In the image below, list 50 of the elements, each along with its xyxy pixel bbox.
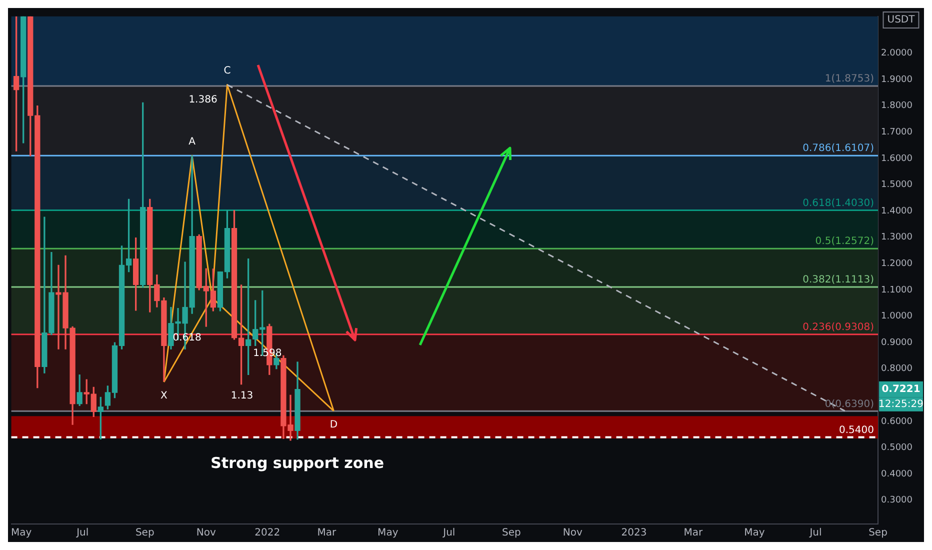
annotation: C	[224, 65, 231, 76]
y-axis-title: USDT	[887, 14, 916, 26]
annotation: A	[188, 136, 196, 148]
ref-line-label: 0.5(1.2572)	[815, 236, 874, 248]
ref-line-label: 0.382(1.1113)	[802, 274, 874, 286]
y-tick-label: 1.0000	[881, 312, 913, 322]
annotation: 0.7221	[882, 384, 920, 395]
x-tick-label: Nov	[196, 528, 216, 539]
y-tick-label: 1.3000	[881, 232, 913, 243]
x-tick-label: 2023	[621, 528, 647, 539]
y-tick-label: 0.4000	[881, 469, 913, 480]
y-tick-label: 1.7000	[881, 127, 913, 138]
y-tick-label: 0.5000	[881, 443, 913, 454]
x-tick-label: Mar	[684, 528, 704, 539]
annotation: D	[330, 420, 338, 430]
x-tick-label: Jul	[76, 528, 89, 539]
annotation: 1.13	[230, 390, 254, 402]
band-label: Strong support zone	[210, 454, 384, 472]
y-tick-label: 0.9000	[881, 338, 913, 348]
y-tick-label: 0.6000	[881, 416, 913, 427]
annotation: 1.386	[188, 94, 218, 106]
y-tick-label: 0.8000	[881, 364, 913, 374]
x-tick-label: Jul	[442, 528, 456, 539]
x-tick-label: 2022	[254, 528, 280, 539]
ref-line-label: 1(1.8753)	[824, 74, 874, 85]
x-tick-label: May	[744, 528, 765, 539]
y-tick-label: 0.3000	[881, 496, 913, 506]
x-tick-label: Sep	[868, 528, 888, 539]
x-tick-label: May	[378, 528, 398, 539]
text: 12:25:29	[878, 398, 924, 410]
x-tick-label: Sep	[135, 528, 154, 539]
ref-line-label: 0.786(1.6107)	[802, 143, 874, 154]
y-tick-label: 2.0000	[881, 48, 913, 59]
y-tick-label: 1.4000	[881, 206, 913, 216]
x-tick-label: Nov	[562, 528, 583, 539]
ref-line-label: 0(0.6390)	[824, 398, 874, 410]
ref-line-label: 0.5400	[839, 424, 874, 436]
ref-line-label: 0.618(1.4030)	[802, 198, 874, 209]
y-tick-label: 1.9000	[881, 74, 913, 85]
y-tick-label: 1.8000	[881, 101, 913, 112]
x-tick-label: Mar	[317, 528, 337, 539]
y-tick-label: 1.5000	[881, 180, 913, 190]
annotation: X	[160, 390, 168, 402]
y-tick-label: 1.1000	[881, 285, 913, 296]
ref-line-label: 0.236(0.9308)	[802, 322, 874, 334]
x-tick-label: Jul	[808, 528, 822, 539]
y-tick-label: 1.6000	[881, 154, 913, 164]
x-tick-label: Sep	[502, 528, 521, 539]
x-tick-label: May	[10, 528, 32, 539]
y-tick-label: 1.2000	[881, 258, 913, 269]
